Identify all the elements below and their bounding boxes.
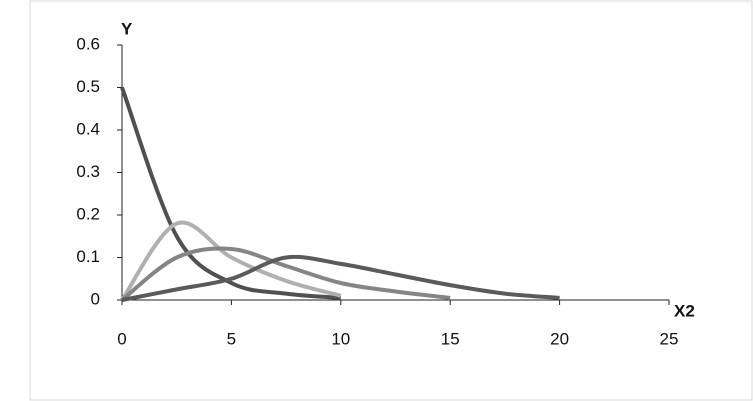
x-tick-label: 25: [660, 329, 679, 348]
x-tick-label: 10: [331, 329, 350, 348]
x-tick-label: 0: [117, 329, 126, 348]
y-tick-label: 0.4: [76, 119, 100, 138]
chart: Y X2 0 0.1 0.2 0.3 0.4 0.5 0.6 0 5 10 15 20 25: [0, 0, 753, 401]
y-tick-label: 0: [91, 289, 100, 308]
y-tick-label: 0.1: [76, 247, 100, 266]
y-tick-label: 0.3: [76, 162, 100, 181]
page: Y X2 00.10.20.30.40.50.60510152025 (() =…: [0, 0, 753, 401]
y-tick-label: 0.2: [76, 204, 100, 223]
chart-border: [30, 1, 752, 400]
x-tick-label: 20: [550, 329, 569, 348]
y-axis-label: Y: [121, 19, 133, 38]
x-tick-label: 15: [441, 329, 460, 348]
y-tick-label: 0.5: [76, 77, 100, 96]
y-tick-label: 0.6: [76, 34, 100, 53]
x-tick-label: 5: [227, 329, 236, 348]
x-axis-label: X2: [674, 301, 695, 320]
